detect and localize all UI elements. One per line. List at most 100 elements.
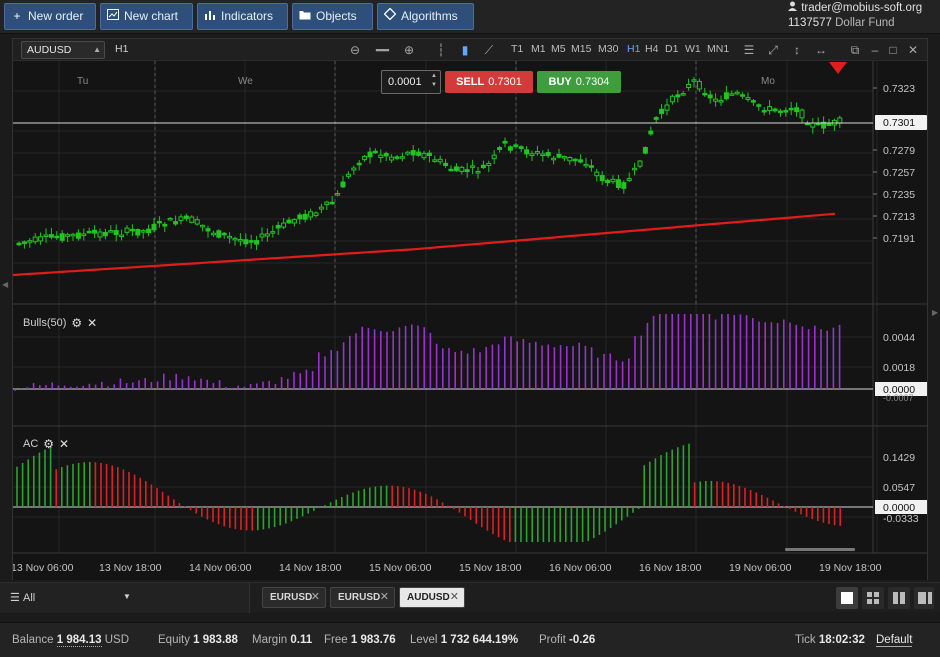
- timeframe-w1[interactable]: W1: [685, 43, 701, 55]
- close-icon[interactable]: ✕: [310, 591, 320, 603]
- timeframe-m30[interactable]: M30: [598, 43, 619, 55]
- candle: [610, 178, 616, 183]
- minimize-icon[interactable]: –: [871, 43, 879, 57]
- lot-input[interactable]: 0.0001 ▲ ▼: [381, 70, 441, 94]
- timeframe-h4[interactable]: H4: [645, 43, 659, 55]
- tab-audusd[interactable]: AUDUSD ✕: [399, 587, 465, 608]
- candle: [453, 166, 459, 172]
- diamond-icon: [383, 4, 397, 29]
- timeframe-mn1[interactable]: MN1: [707, 43, 730, 55]
- candle: [459, 166, 465, 173]
- buy-button[interactable]: BUY 0.7304: [537, 71, 621, 93]
- close-icon[interactable]: ✕: [59, 437, 70, 451]
- candle: [745, 97, 751, 101]
- new-order-button[interactable]: + New order: [4, 3, 96, 30]
- zoom-slider[interactable]: ▪▪▪▪▪▪: [375, 45, 389, 55]
- timeframe-h1[interactable]: H1: [627, 43, 641, 55]
- layout-rows-button[interactable]: [914, 587, 934, 609]
- candle: [38, 236, 44, 242]
- candle: [275, 224, 281, 229]
- candle: [335, 193, 341, 196]
- new-chart-button[interactable]: New chart: [100, 3, 193, 30]
- candle: [237, 239, 243, 242]
- default-theme-link[interactable]: Default: [876, 634, 913, 647]
- tab-eurusd-2[interactable]: EURUSD ✕: [330, 587, 395, 608]
- account-info[interactable]: trader@mobius-soft.org 1137577 Dollar Fu…: [788, 1, 936, 31]
- plus-icon: +: [13, 9, 21, 23]
- candle: [837, 117, 843, 124]
- symbol-select[interactable]: AUDUSD ▲: [21, 41, 105, 59]
- indicators-button[interactable]: Indicators: [197, 3, 288, 30]
- candle: [686, 83, 692, 89]
- candle: [680, 93, 686, 96]
- indicator-list-icon[interactable]: ☰: [743, 43, 755, 57]
- close-icon[interactable]: ✕: [449, 591, 459, 603]
- candle: [43, 234, 49, 237]
- candle: [750, 100, 756, 103]
- timeframe-m15[interactable]: M15: [571, 43, 592, 55]
- symbol-filter[interactable]: ☰ All ▼: [0, 583, 250, 613]
- layout-single-button[interactable]: [836, 587, 858, 609]
- layout-columns-button[interactable]: [888, 587, 910, 609]
- candle: [588, 165, 594, 168]
- candle: [140, 230, 146, 233]
- vertical-scale-icon[interactable]: ↕: [794, 43, 800, 57]
- candle: [97, 231, 103, 238]
- candle: [394, 156, 400, 159]
- candle: [518, 146, 524, 149]
- spinner-icon[interactable]: ▲ ▼: [431, 73, 437, 88]
- timeframe-t1[interactable]: T1: [511, 43, 524, 55]
- candle: [146, 228, 152, 234]
- candle: [642, 147, 648, 154]
- maximize-icon[interactable]: □: [889, 43, 897, 57]
- chart-canvas[interactable]: Tu We Mo 0.7323 0.7279 0.7257 0.7235 0.7213 0.71…: [13, 61, 927, 580]
- candle: [696, 80, 702, 90]
- candle: [221, 232, 227, 236]
- horizontal-scale-icon[interactable]: ↔: [815, 43, 827, 57]
- candle: [675, 94, 681, 98]
- candle: [167, 217, 173, 221]
- close-icon[interactable]: ✕: [907, 43, 919, 57]
- account-id: 1137577: [788, 17, 832, 29]
- line-style-icon[interactable]: ⟋: [484, 43, 494, 57]
- candle: [783, 110, 789, 113]
- equity-field: Equity 1 983.88: [158, 634, 238, 646]
- candle: [572, 158, 578, 162]
- close-icon[interactable]: ✕: [87, 316, 98, 330]
- user-icon: [788, 1, 798, 16]
- candle: [615, 179, 621, 189]
- list-icon: ☰: [10, 592, 20, 604]
- gear-icon[interactable]: ⚙: [43, 437, 55, 451]
- ac-panel-label: AC ⚙ ✕: [23, 437, 70, 451]
- auto-scroll-icon[interactable]: ⤢: [768, 43, 778, 57]
- time-tick-label: 13 Nov 18:00: [99, 562, 162, 574]
- right-collapse-icon[interactable]: ▶: [932, 308, 939, 317]
- timeframe-d1[interactable]: D1: [665, 43, 679, 55]
- tab-eurusd-1[interactable]: EURUSD ✕: [262, 587, 326, 608]
- timeframe-m1[interactable]: M1: [531, 43, 546, 55]
- zoom-out-icon[interactable]: ⊖: [349, 43, 361, 57]
- timeframe-m5[interactable]: M5: [551, 43, 566, 55]
- day-label: Mo: [761, 76, 775, 87]
- chart-window: AUDUSD ▲ H1 ⊖ ▪▪▪▪▪▪ ⊕ ┆ ▮ ⟋ T1 M1 M5 M15 M3…: [12, 38, 928, 580]
- candle: [599, 175, 605, 182]
- sell-button[interactable]: SELL 0.7301: [445, 71, 533, 93]
- candle: [205, 228, 211, 232]
- objects-button[interactable]: Objects: [292, 3, 373, 30]
- candle-style-icon[interactable]: ▮: [461, 43, 469, 57]
- candle: [788, 107, 794, 111]
- gear-icon[interactable]: ⚙: [71, 316, 83, 330]
- price-tick-label: 0.7235: [883, 189, 915, 201]
- alert-marker-icon: [829, 62, 847, 74]
- detach-icon[interactable]: ⧉: [850, 43, 860, 57]
- zoom-in-icon[interactable]: ⊕: [403, 43, 415, 57]
- candle: [777, 110, 783, 114]
- left-collapse-icon[interactable]: ◀: [2, 280, 9, 289]
- candle: [491, 154, 497, 160]
- layout-grid-button[interactable]: [862, 587, 884, 609]
- close-icon[interactable]: ✕: [379, 591, 389, 603]
- bar-style-icon[interactable]: ┆: [437, 43, 445, 57]
- candle: [356, 162, 362, 166]
- algorithms-button[interactable]: Algorithms: [377, 3, 474, 30]
